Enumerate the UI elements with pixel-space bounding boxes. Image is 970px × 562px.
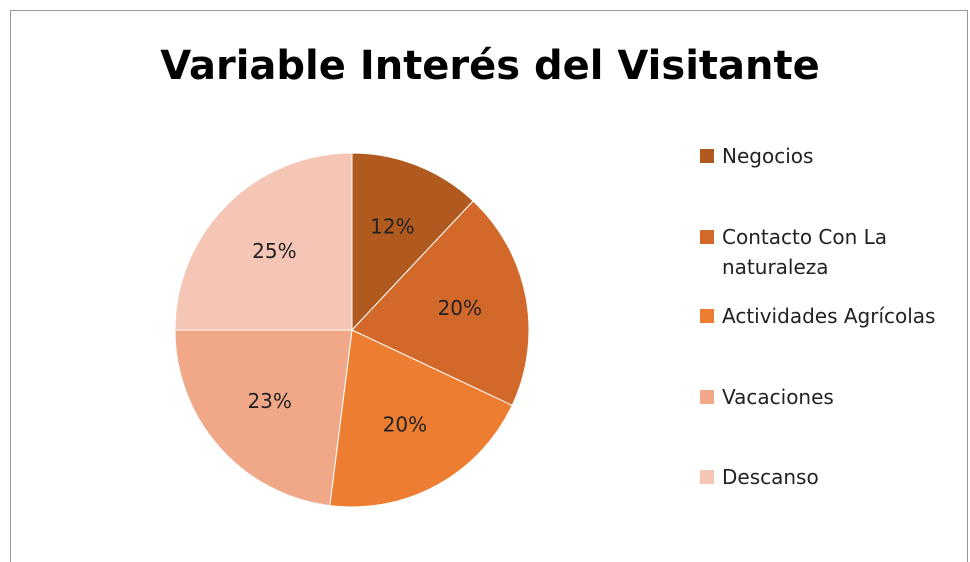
pie-slice bbox=[174, 329, 353, 507]
chart-border bbox=[10, 10, 968, 562]
legend-item: Descanso bbox=[700, 462, 950, 492]
legend-swatch bbox=[700, 309, 714, 323]
legend-swatch bbox=[700, 390, 714, 404]
legend-item: Vacaciones bbox=[700, 382, 950, 412]
legend-label: Descanso bbox=[722, 465, 819, 489]
data-label: 20% bbox=[438, 296, 482, 320]
legend-swatch bbox=[700, 149, 714, 163]
legend-item: Negocios bbox=[700, 141, 950, 171]
data-label: 20% bbox=[383, 413, 427, 437]
data-label: 25% bbox=[252, 239, 296, 263]
legend-item: Actividades Agrícolas bbox=[700, 301, 950, 331]
data-label: 23% bbox=[247, 389, 291, 413]
legend-swatch bbox=[700, 230, 714, 244]
legend-label: Vacaciones bbox=[722, 385, 834, 409]
pie-slice bbox=[329, 329, 513, 508]
legend-label: Negocios bbox=[722, 144, 814, 168]
legend-label: Actividades Agrícolas bbox=[722, 304, 936, 328]
chart-title: Variable Interés del Visitante bbox=[160, 43, 820, 89]
legend-label: Contacto Con La naturaleza bbox=[722, 225, 888, 279]
pie-slice bbox=[351, 152, 474, 332]
pie-slice bbox=[174, 152, 353, 331]
pie-slice bbox=[351, 200, 530, 407]
legend-swatch bbox=[700, 470, 714, 484]
legend-item: Contacto Con La naturaleza bbox=[700, 222, 950, 282]
data-label: 12% bbox=[370, 214, 414, 238]
